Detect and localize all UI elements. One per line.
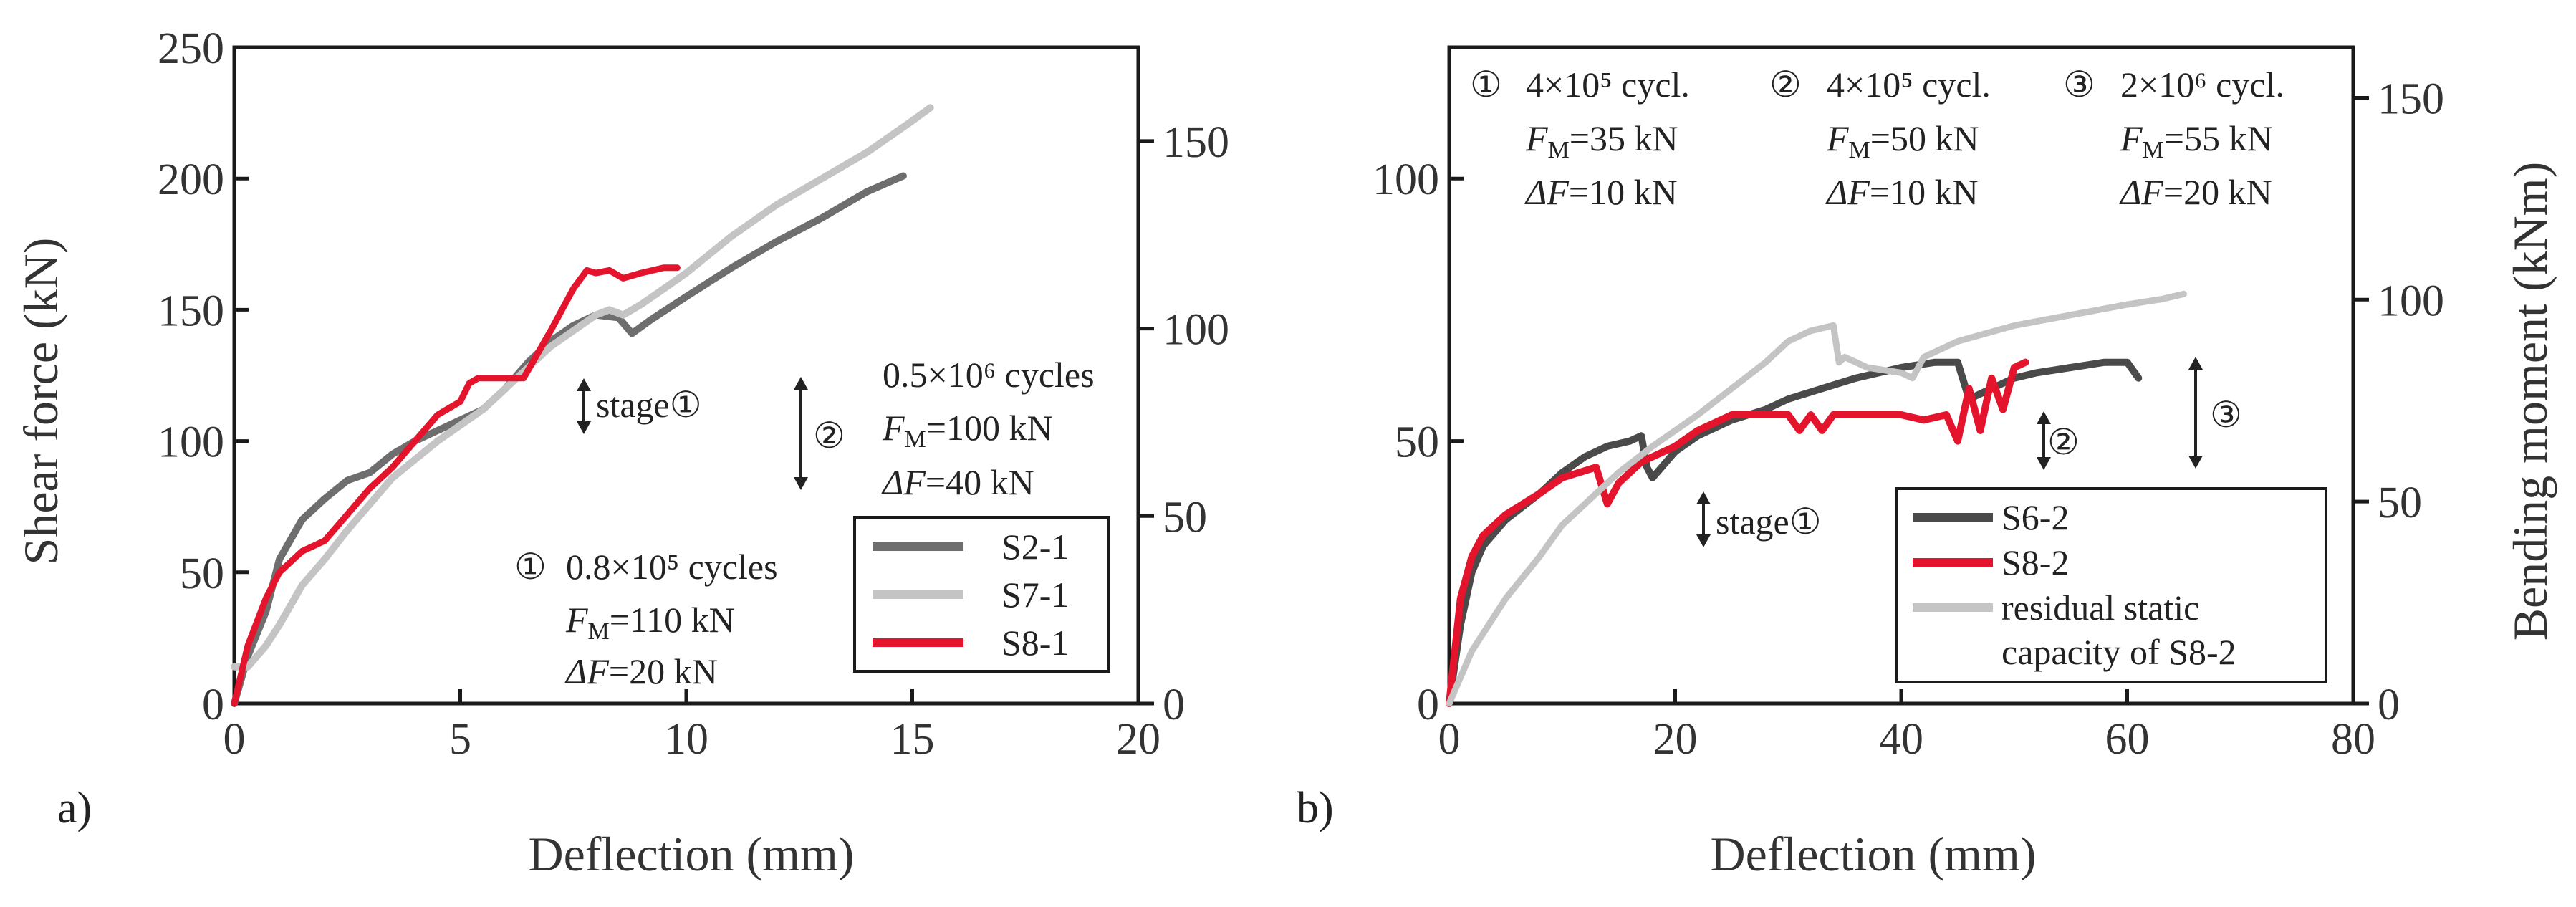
panel-b-phase1-fm: FM=35 kN <box>1525 118 1678 163</box>
panel-a-legend-label-s2-1: S2-1 <box>1001 527 1069 567</box>
panel-b-phase2-arrow-annotation: ② <box>2037 411 2080 470</box>
panel-b-legend-label-residual: residual static capacity of S8-2 <box>2001 587 2236 672</box>
right-axis-tick-label-150: 150 <box>2378 75 2444 123</box>
panel-b-stage-arrowheads <box>1696 491 1711 547</box>
panel-a-y-axis-title: Shear force (kN) <box>14 238 68 565</box>
panel-a-phase2-cycles: 0.5×10⁶ cycles <box>883 355 1095 395</box>
x-tick-label-0: 0 <box>1438 715 1461 764</box>
panel-b-marker2-arrowheads <box>2037 411 2051 470</box>
x-tick-label-20: 20 <box>1116 715 1160 764</box>
panel-a-phase1-marker: ① <box>514 547 547 587</box>
x-tick-label-40: 40 <box>1879 715 1923 764</box>
panel-a-y-ticks: 0 50 100 150 200 250 <box>158 24 249 729</box>
panel-b-phase3-fm: FM=55 kN <box>2120 118 2273 163</box>
panel-b-chart: b) Deflection (mm) Bending moment (kNm) … <box>1297 45 2557 881</box>
panel-a-phase1-annotation: ① 0.8×10⁵ cycles FM=110 kN ΔF=20 kN <box>514 547 778 691</box>
panel-b-phase3-df: ΔF=20 kN <box>2119 172 2272 212</box>
panel-b-phase2-annotation: ② 4×10⁵ cycl. FM=50 kN ΔF=10 kN <box>1769 64 1991 212</box>
panel-b-phase3-cycles: 2×10⁶ cycl. <box>2120 64 2284 105</box>
panel-b-right-axis-title: Bending moment (kNm) <box>2503 162 2557 641</box>
panel-a-chart: a) Deflection (mm) Shear force (kN) 0 5 10… <box>14 24 1229 881</box>
right-axis-tick-label-50: 50 <box>2378 479 2422 527</box>
panel-b-phase2-fm: FM=50 kN <box>1826 118 1979 163</box>
x-tick-label-0: 0 <box>224 715 246 764</box>
panel-a-phase2-fm: FM=100 kN <box>882 408 1053 453</box>
panel-b-phase3-marker: ③ <box>2063 64 2095 105</box>
x-tick-label-10: 10 <box>664 715 708 764</box>
panel-b-phase2-cycles: 4×10⁵ cycl. <box>1827 64 1991 105</box>
y-tick-label-50: 50 <box>180 550 224 598</box>
series-line-residual-static-capacity-of-s8-2 <box>1446 290 2187 707</box>
y-tick-label-50: 50 <box>1395 418 1439 467</box>
panel-b-phase1-marker: ① <box>1470 64 1502 105</box>
panel-a-legend-label-s8-1: S8-1 <box>1001 623 1069 663</box>
y-tick-label-0: 0 <box>1417 681 1439 729</box>
panel-a-x-ticks: 0 5 10 15 20 <box>224 689 1160 764</box>
panel-a-stage-annotation: stage① <box>577 378 702 434</box>
panel-b-phase3-arrow-annotation: ③ <box>2188 357 2242 469</box>
panel-a-phase1-cycles: 0.8×10⁵ cycles <box>566 547 778 587</box>
panel-a-legend-label-s7-1: S7-1 <box>1001 575 1069 615</box>
panel-b-phase1-df: ΔF=10 kN <box>1524 172 1678 212</box>
right-axis-tick-label-0: 0 <box>2378 681 2400 729</box>
panel-a-phase2-annotation: ② 0.5×10⁶ cycles FM=100 kN ΔF=40 kN <box>794 355 1095 502</box>
panel-b-marker2-label: ② <box>2047 422 2080 462</box>
panel-a-stage-arrowheads <box>577 378 591 434</box>
x-tick-label-20: 20 <box>1653 715 1698 764</box>
panel-b-marker3-label: ③ <box>2210 395 2242 435</box>
panel-a-series <box>231 104 934 707</box>
y-tick-label-0: 0 <box>202 681 224 729</box>
y-tick-label-200: 200 <box>158 155 224 204</box>
x-tick-label-60: 60 <box>2105 715 2150 764</box>
panel-b-y-ticks: 0 50 100 <box>1373 155 1464 729</box>
panel-b-phase2-df: ΔF=10 kN <box>1825 172 1979 212</box>
panel-b-stage-label: stage① <box>1716 502 1822 542</box>
right-axis-tick-label-100: 100 <box>1163 306 1229 355</box>
panel-a-phase1-fm: FM=110 kN <box>565 600 735 645</box>
x-tick-label-15: 15 <box>890 715 935 764</box>
panel-b-legend-label-s6-2: S6-2 <box>2001 497 2069 537</box>
y-tick-label-100: 100 <box>1373 155 1439 204</box>
panel-b-phase1-cycles: 4×10⁵ cycl. <box>1526 64 1690 105</box>
panel-a-stage-label: stage① <box>596 385 702 425</box>
series-line-s8-1 <box>231 264 681 707</box>
panel-b-phase1-annotation: ① 4×10⁵ cycl. FM=35 kN ΔF=10 kN <box>1470 64 1690 212</box>
panel-b-legend: S6-2 S8-2 residual static capacity of S8… <box>1895 487 2327 683</box>
right-axis-tick-label-50: 50 <box>1163 493 1207 542</box>
panel-b-x-axis-title: Deflection (mm) <box>1710 827 2036 881</box>
panel-b-series <box>1446 290 2187 707</box>
panel-a-label: a) <box>57 784 92 832</box>
panel-b-phase2-marker: ② <box>1769 64 1802 105</box>
x-tick-label-5: 5 <box>449 715 471 764</box>
panel-a-phase2-marker: ② <box>813 416 845 456</box>
panel-a-phase1-df: ΔF=20 kN <box>564 651 718 691</box>
panel-a-x-axis-title: Deflection (mm) <box>528 827 854 881</box>
panel-b-x-ticks: 0 20 40 60 80 <box>1438 689 2375 764</box>
y-tick-label-100: 100 <box>158 418 224 467</box>
panel-a-phase2-df: ΔF=40 kN <box>881 462 1034 502</box>
x-tick-label-80: 80 <box>2331 715 2375 764</box>
panel-b-label: b) <box>1297 784 1334 832</box>
panel-b-marker3-arrowheads <box>2188 357 2203 469</box>
right-axis-tick-label-0: 0 <box>1163 681 1185 729</box>
y-tick-label-250: 250 <box>158 24 224 73</box>
series-line-s8-2 <box>1446 358 2029 707</box>
panel-a-phase2-arrowheads <box>794 377 808 490</box>
panel-b-stage-annotation: stage① <box>1696 491 1822 547</box>
panel-b-legend-label-s8-2: S8-2 <box>2001 542 2069 582</box>
y-tick-label-150: 150 <box>158 287 224 335</box>
panel-b-phase3-annotation: ③ 2×10⁶ cycl. FM=55 kN ΔF=20 kN <box>2063 64 2284 212</box>
right-axis-tick-label-100: 100 <box>2378 277 2444 325</box>
panel-a-legend: S2-1 S7-1 S8-1 <box>853 516 1110 673</box>
panel-b-right-axis-ticks: 0 50 100 150 <box>2353 75 2444 729</box>
panel-a-right-axis-ticks: 0 50 100 150 <box>1138 118 1229 729</box>
right-axis-tick-label-150: 150 <box>1163 118 1229 167</box>
